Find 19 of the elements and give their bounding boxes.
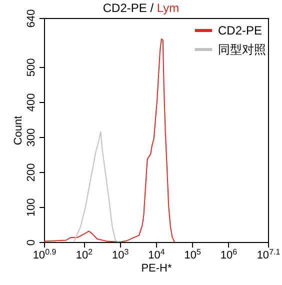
x-tick-label: 10$^{7.1}$ (256, 247, 281, 262)
x-axis-title: PE-H* (141, 262, 172, 274)
x-tick-label: 10$^{5}$ (184, 247, 202, 262)
y-tick-label: 500 (26, 58, 38, 77)
x-tick-label: 10$^{0.9}$ (32, 247, 57, 262)
legend-label: 同型对照 (218, 42, 266, 56)
y-tick-label: 100 (26, 198, 38, 217)
y-tick-label: 400 (26, 93, 38, 112)
x-tick-label: 10$^{3}$ (112, 247, 130, 262)
y-tick-label: 200 (26, 163, 38, 182)
y-tick-label: 300 (26, 128, 38, 147)
y-axis-title: Count (12, 116, 24, 146)
legend-label: CD2-PE (218, 24, 262, 38)
x-tick-label: 10$^{2}$ (76, 247, 94, 262)
x-tick-label: 10$^{4}$ (148, 247, 166, 262)
chart-title: CD2-PE / Lym (102, 1, 180, 15)
y-tick-label: 0 (26, 239, 38, 246)
y-tick-label: 640 (26, 9, 38, 28)
x-tick-label: 10$^{6}$ (220, 247, 238, 262)
